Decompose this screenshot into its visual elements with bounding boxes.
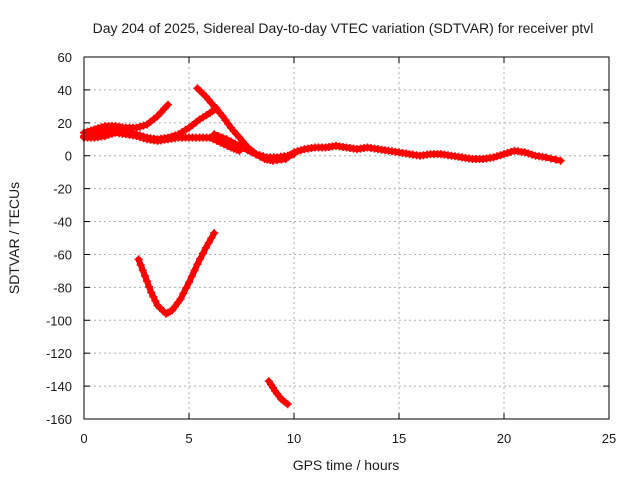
data-point	[220, 140, 228, 149]
data-point	[138, 266, 147, 275]
x-tick-label: 5	[185, 431, 192, 446]
data-point	[218, 133, 227, 142]
data-point	[185, 278, 193, 287]
x-axis-label: GPS time / hours	[293, 457, 400, 473]
plot-frame	[83, 56, 610, 420]
data-point	[206, 133, 214, 142]
data-point	[153, 112, 162, 121]
data-point	[222, 135, 231, 144]
y-tick-label: -60	[53, 247, 72, 262]
y-tick-label: 20	[58, 116, 72, 131]
tick-labels: 0 5 10 15 20 25 60 40 20 0 -20 -40 -60 -80 -100 -120 -14…	[46, 50, 616, 446]
data-point	[190, 266, 199, 275]
data-point	[196, 254, 205, 263]
chart-title: Day 204 of 2025, Sidereal Day-to-day VTE…	[93, 20, 594, 36]
data-point	[139, 121, 148, 130]
data-point	[248, 148, 256, 157]
data-point	[493, 152, 501, 161]
data-point	[503, 149, 512, 157]
data-point	[139, 134, 148, 143]
data-point	[293, 147, 302, 156]
data-point	[214, 132, 223, 140]
data-point	[199, 249, 207, 258]
data-point	[542, 153, 550, 162]
data-point	[204, 238, 213, 247]
y-axis-label: SDTVAR / TECUs	[6, 182, 22, 294]
data-point	[151, 297, 160, 306]
data-point	[149, 292, 158, 301]
data-point	[145, 282, 154, 291]
data-point	[290, 148, 298, 157]
data-point	[182, 283, 191, 292]
data-point	[227, 137, 235, 146]
data-point	[140, 271, 149, 280]
data-point	[210, 229, 219, 238]
data-series	[80, 84, 565, 409]
data-point	[160, 104, 169, 113]
data-point	[193, 260, 202, 269]
data-point	[521, 148, 529, 157]
data-point	[500, 150, 508, 159]
data-point	[207, 234, 216, 242]
y-tick-label: 40	[58, 83, 72, 98]
x-tick-label: 15	[392, 431, 406, 446]
y-tick-label: -40	[53, 215, 72, 230]
data-point	[136, 133, 144, 142]
x-tick-label: 10	[287, 431, 301, 446]
data-point	[132, 132, 141, 140]
data-point	[556, 156, 565, 165]
data-point	[528, 150, 536, 159]
x-tick-label: 25	[602, 431, 616, 446]
data-point	[164, 100, 172, 109]
y-tick-label: -160	[46, 412, 72, 427]
data-point	[243, 146, 252, 155]
series-arc-e	[210, 130, 565, 165]
data-point	[104, 130, 113, 139]
data-point	[546, 154, 555, 163]
y-tick-label: -100	[46, 313, 72, 328]
data-point	[147, 288, 156, 297]
series-arc-c	[80, 128, 244, 155]
y-tick-label: -80	[53, 280, 72, 295]
data-point	[524, 149, 533, 158]
data-point	[239, 144, 248, 152]
data-point	[283, 400, 292, 409]
data-point	[134, 255, 143, 264]
data-point	[256, 152, 265, 161]
data-point	[108, 129, 116, 138]
data-point	[201, 243, 210, 252]
data-point	[507, 147, 515, 156]
x-tick-label: 0	[80, 431, 87, 446]
data-point	[210, 130, 219, 139]
data-point	[235, 141, 244, 150]
data-point	[136, 260, 145, 269]
y-tick-label: 60	[58, 50, 72, 65]
data-point	[143, 277, 151, 286]
data-point	[136, 122, 144, 131]
y-tick-label: -140	[46, 379, 72, 394]
data-point	[176, 294, 185, 303]
data-point	[496, 151, 505, 160]
y-tick-label: 0	[65, 149, 72, 164]
axis-ticks	[83, 56, 610, 420]
data-point	[157, 108, 165, 117]
grid-lines	[84, 57, 609, 419]
data-point	[489, 153, 498, 162]
data-point	[551, 155, 560, 164]
x-tick-label: 20	[497, 431, 511, 446]
y-tick-label: -120	[46, 346, 72, 361]
data-point	[179, 289, 188, 298]
data-point	[101, 132, 109, 140]
series-arc-f	[134, 229, 219, 318]
series-arc-g	[264, 377, 292, 409]
data-point	[297, 146, 305, 155]
data-point	[231, 139, 240, 148]
data-point	[187, 272, 196, 281]
y-tick-label: -20	[53, 182, 72, 197]
data-point	[252, 150, 261, 159]
